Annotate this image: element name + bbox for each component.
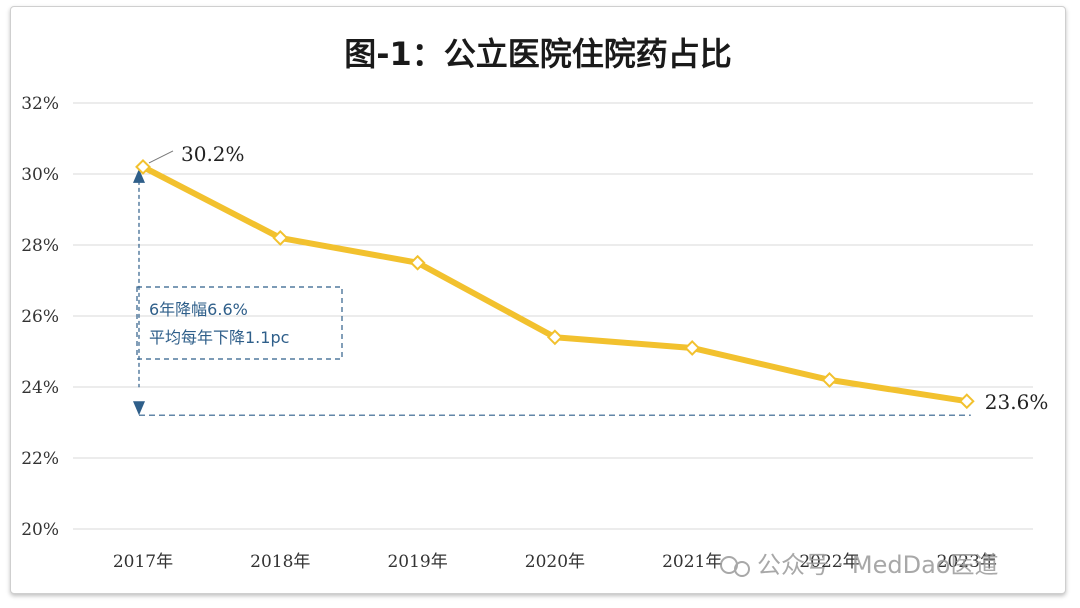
x-tick-label: 2020年	[525, 552, 585, 572]
watermark-logo-ring	[734, 561, 750, 577]
data-label-layer: 30.2% 23.6%	[148, 142, 1049, 414]
x-tick-label: 2017年	[113, 552, 173, 572]
chart-title: 图-1：公立医院住院药占比	[344, 35, 732, 73]
x-axis-tick-labels: 2017年 2018年 2019年 2020年 2021年 2022年 2023年	[113, 552, 997, 572]
data-point-marker	[821, 371, 838, 388]
series-layer	[135, 158, 975, 410]
y-tick-label: 24%	[21, 378, 59, 398]
chart-frame: 图-1：公立医院住院药占比 20% 22% 24% 26% 28% 30% 32% 2017…	[10, 6, 1066, 594]
y-tick-label: 20%	[21, 520, 59, 540]
data-label-last: 23.6%	[985, 390, 1049, 414]
data-point-marker	[409, 254, 426, 271]
data-point-marker	[684, 340, 701, 356]
x-tick-label: 2021年	[662, 552, 722, 572]
grid-layer	[73, 102, 1033, 530]
data-point-marker	[546, 329, 563, 346]
data-point-marker	[135, 158, 151, 175]
data-point-marker	[272, 229, 289, 246]
range-arrow-head-up	[133, 168, 145, 183]
range-arrow-head-down	[133, 401, 145, 416]
watermark: 公众号 · MedDao医道	[720, 551, 998, 579]
y-tick-label: 22%	[21, 449, 59, 469]
y-tick-label: 32%	[21, 94, 59, 114]
annotation-line-1: 6年降幅6.6%	[149, 300, 248, 319]
y-tick-label: 30%	[21, 165, 59, 185]
y-tick-label: 28%	[21, 236, 59, 256]
annotation-line-2: 平均每年下降1.1pc	[149, 328, 289, 347]
data-label-leader	[148, 150, 174, 164]
x-tick-label: 2018年	[250, 552, 310, 572]
y-tick-label: 26%	[21, 307, 59, 327]
x-tick-label: 2019年	[387, 552, 447, 572]
annotation-box	[136, 286, 343, 360]
x-tick-label: 2022年	[799, 552, 859, 572]
series-line	[140, 163, 970, 405]
chart-svg: 图-1：公立医院住院药占比 20% 22% 24% 26% 28% 30% 32% 2017…	[21, 35, 1049, 579]
annotation-layer: 6年降幅6.6% 平均每年下降1.1pc	[133, 168, 971, 416]
watermark-logo-icon	[720, 556, 750, 577]
x-tick-label: 2023年	[937, 552, 997, 572]
data-label-first: 30.2%	[181, 142, 245, 166]
watermark-text: 公众号 · MedDao医道	[757, 551, 998, 579]
data-point-marker	[958, 393, 975, 410]
y-axis-tick-labels: 20% 22% 24% 26% 28% 30% 32%	[21, 94, 59, 540]
